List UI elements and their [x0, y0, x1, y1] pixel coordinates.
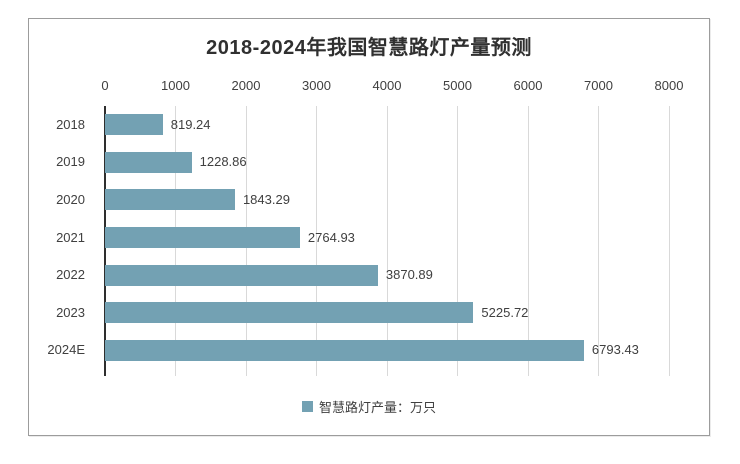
bar-2018: [105, 114, 163, 136]
x-axis-tick-label-3000: 3000: [302, 78, 331, 93]
y-axis-category-label-2023: 2023: [56, 304, 85, 320]
bar-value-label-2021: 2764.93: [307, 229, 355, 245]
gridline-x-3000: [316, 106, 317, 376]
bar-2022: [105, 264, 378, 286]
bar-value-label-2019: 1228.86: [199, 154, 247, 170]
gridline-x-7000: [598, 106, 599, 376]
x-axis-tick-label-0: 0: [101, 78, 109, 93]
bar-2024E: [105, 339, 584, 361]
bar-value-label-2024E: 6793.43: [591, 342, 639, 358]
x-axis-tick-label-7000: 7000: [584, 78, 613, 93]
bar-value-label-2020: 1843.29: [242, 191, 290, 207]
bar-value-label-2023: 5225.72: [481, 304, 529, 320]
chart-title: 2018-2024年我国智慧路灯产量预测: [206, 37, 532, 59]
x-axis-tick-label-6000: 6000: [513, 78, 543, 93]
legend-label: 智慧路灯产量：万只: [318, 400, 436, 415]
bar-2020: [105, 189, 235, 211]
legend: 智慧路灯产量：万只: [29, 397, 709, 416]
y-axis-category-label-2021: 2021: [56, 229, 85, 245]
y-axis-category-label-2018: 2018: [56, 116, 85, 132]
bar-2019: [105, 151, 192, 173]
x-axis-tick-label-4000: 4000: [372, 78, 402, 93]
bar-value-label-2018: 819.24: [170, 116, 211, 132]
x-axis-tick-label-1000: 1000: [161, 78, 190, 93]
legend-swatch-icon: [301, 401, 313, 412]
bar-value-label-2022: 3870.89: [385, 267, 433, 283]
gridline-x-4000: [386, 106, 388, 376]
y-axis-category-label-2024E: 2024E: [47, 342, 85, 358]
plot-area: 0 1000 2000 3000 4000 5000 6000 7000 8000 2018 819…: [29, 19, 709, 435]
x-axis-tick-label-8000: 8000: [654, 78, 684, 93]
y-axis-category-label-2022: 2022: [56, 267, 85, 283]
gridline-x-8000: [668, 106, 670, 376]
x-axis-tick-label-5000: 5000: [443, 78, 472, 93]
x-axis-tick-label-2000: 2000: [231, 78, 261, 93]
y-axis-category-label-2019: 2019: [56, 154, 85, 170]
chart-frame: 2018-2024年我国智慧路灯产量预测 0 1000 2000 3000 4000 50…: [28, 18, 710, 436]
y-axis-category-label-2020: 2020: [56, 191, 85, 207]
gridline-x-6000: [527, 106, 529, 376]
bar-2021: [105, 227, 300, 248]
bar-2023: [105, 302, 474, 324]
gridline-x-5000: [457, 106, 458, 376]
